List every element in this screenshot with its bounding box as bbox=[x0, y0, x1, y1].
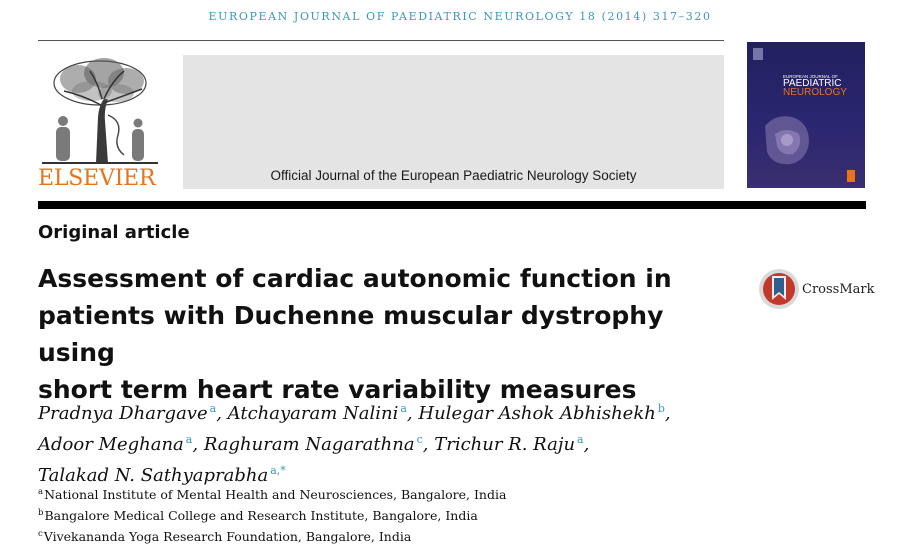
author[interactable]: Talakad N. Sathyaprabha a,* bbox=[38, 464, 286, 486]
author-name: Pradnya Dhargave bbox=[38, 403, 208, 424]
author[interactable]: Raghuram Nagarathna c, bbox=[203, 433, 429, 455]
affiliation-text: Vivekananda Yoga Research Foundation, Ba… bbox=[43, 529, 412, 544]
article-type: Original article bbox=[38, 222, 190, 243]
author-affil-marker[interactable]: a bbox=[400, 402, 407, 415]
header-rule bbox=[38, 40, 724, 41]
journal-banner bbox=[183, 55, 724, 189]
elsevier-tree-logo bbox=[38, 55, 162, 195]
author[interactable]: Hulegar Ashok Abhishekh b, bbox=[418, 402, 671, 424]
affiliation-marker: a bbox=[38, 487, 44, 497]
affiliation-marker: b bbox=[38, 508, 44, 518]
author-affil-marker[interactable]: a,* bbox=[270, 464, 286, 477]
journal-cover-thumbnail[interactable]: EUROPEAN JOURNAL OF PAEDIATRIC NEUROLOGY bbox=[747, 42, 865, 188]
author[interactable]: Atchayaram Nalini a, bbox=[227, 402, 413, 424]
publisher-wordmark: ELSEVIER bbox=[38, 166, 156, 191]
author-name: Hulegar Ashok Abhishekh bbox=[418, 403, 656, 424]
author-name: Talakad N. Sathyaprabha bbox=[38, 465, 269, 486]
author[interactable]: Trichur R. Raju a, bbox=[434, 433, 590, 455]
article-title: Assessment of cardiac autonomic function… bbox=[38, 260, 738, 408]
title-line: short term heart rate variability measur… bbox=[38, 375, 637, 404]
affiliation: bBangalore Medical College and Research … bbox=[38, 504, 838, 525]
affiliation: aNational Institute of Mental Health and… bbox=[38, 483, 838, 504]
author-affil-marker[interactable]: a bbox=[209, 402, 217, 415]
cover-small-line: EUROPEAN JOURNAL OF bbox=[783, 74, 838, 79]
cover-title-line1: PAEDIATRIC bbox=[783, 78, 842, 89]
author[interactable]: Pradnya Dhargave a, bbox=[38, 402, 222, 424]
society-line: Official Journal of the European Paediat… bbox=[270, 168, 637, 183]
running-head: EUROPEAN JOURNAL OF PAEDIATRIC NEUROLOGY… bbox=[208, 10, 712, 23]
author-affil-marker[interactable]: a bbox=[577, 433, 584, 446]
author-list: Pradnya Dhargave a, Atchayaram Nalini a, H… bbox=[38, 396, 838, 489]
author-name: Trichur R. Raju bbox=[434, 434, 576, 455]
crossmark-badge[interactable] bbox=[757, 267, 869, 311]
author[interactable]: Adoor Meghana a, bbox=[38, 433, 199, 455]
affiliation: cVivekananda Yoga Research Foundation, B… bbox=[38, 525, 838, 546]
author-name: Adoor Meghana bbox=[38, 434, 184, 455]
cover-title-line2: NEUROLOGY bbox=[783, 87, 847, 98]
affiliation-text: National Institute of Mental Health and … bbox=[44, 487, 507, 502]
affiliation-marker: c bbox=[38, 529, 43, 539]
author-affil-marker[interactable]: b bbox=[657, 402, 665, 415]
author-affil-marker[interactable]: a bbox=[185, 433, 193, 446]
author-name: Raghuram Nagarathna bbox=[203, 434, 415, 455]
affiliation-list: aNational Institute of Mental Health and… bbox=[38, 483, 838, 546]
crossmark-icon bbox=[759, 269, 799, 309]
title-line: patients with Duchenne muscular dystroph… bbox=[38, 301, 664, 367]
crossmark-label[interactable]: CrossMark bbox=[802, 282, 875, 297]
title-line: Assessment of cardiac autonomic function… bbox=[38, 264, 672, 293]
author-name: Atchayaram Nalini bbox=[227, 403, 399, 424]
affiliation-text: Bangalore Medical College and Research I… bbox=[44, 508, 478, 523]
header-thick-rule bbox=[38, 201, 866, 209]
author-affil-marker[interactable]: c bbox=[416, 433, 423, 446]
